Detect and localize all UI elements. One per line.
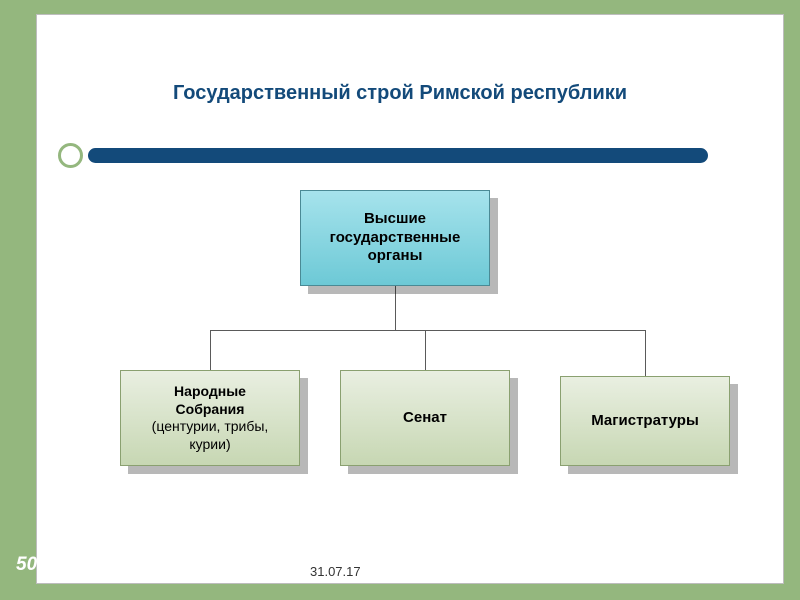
slide-title: Государственный строй Римской республики	[0, 82, 800, 105]
divider-bar	[88, 148, 708, 163]
child-box-2-label: Магистратуры	[591, 412, 699, 431]
divider-cap	[58, 143, 83, 168]
connector-drop-0	[210, 330, 211, 370]
connector-drop-1	[425, 330, 426, 370]
child-box-1: Сенат	[340, 370, 510, 466]
connector-drop-2	[645, 330, 646, 376]
child-box-0-label: НародныеСобрания(центурии, трибы,курии)	[152, 383, 269, 453]
child-box-2: Магистратуры	[560, 376, 730, 466]
child-box-1-label: Сенат	[403, 409, 447, 428]
child-box-0: НародныеСобрания(центурии, трибы,курии)	[120, 370, 300, 466]
top-box: Высшие государственные органы	[300, 190, 490, 286]
top-box-label: Высшие государственные органы	[306, 210, 484, 266]
slide-number: 50	[16, 554, 37, 576]
slide-date: 31.07.17	[310, 564, 361, 579]
connector-hbar	[210, 330, 645, 331]
